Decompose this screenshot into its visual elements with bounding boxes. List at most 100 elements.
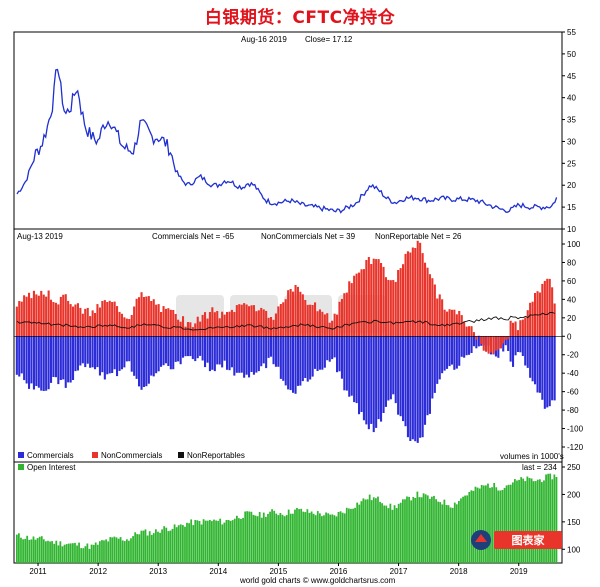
open-interest-bar (171, 528, 174, 563)
noncommercials-bar (289, 289, 292, 337)
noncommercials-bar (179, 321, 182, 337)
commercials-bar (94, 336, 97, 370)
open-interest-bar (503, 487, 506, 563)
commercials-bar (140, 336, 143, 390)
noncommercials-bar (499, 336, 502, 349)
open-interest-bar (443, 499, 446, 563)
open-interest-bar (65, 544, 68, 563)
commercials-bar (546, 336, 549, 408)
open-interest-bar (526, 476, 529, 563)
commercials-bar (204, 336, 207, 368)
open-interest-bar (354, 507, 356, 563)
noncommercials-bar (470, 326, 473, 337)
noncommercials-bar (103, 300, 106, 337)
open-interest-bar (67, 543, 70, 563)
noncommercials-bar (238, 304, 241, 337)
open-interest-bar (304, 512, 307, 563)
open-interest-bar (105, 539, 107, 563)
commercials-bar (45, 336, 48, 391)
open-interest-bar (30, 539, 33, 563)
legend-commercials: Commercials (27, 451, 74, 460)
open-interest-bar (173, 524, 176, 563)
open-interest-bar (472, 490, 475, 563)
noncommercials-bar (362, 269, 365, 337)
open-interest-bar (414, 498, 417, 563)
commercials-bar (23, 336, 26, 381)
noncommercials-bar (270, 317, 273, 337)
open-interest-bar (38, 536, 41, 563)
commercials-bar (42, 336, 45, 391)
open-interest-bar (128, 540, 130, 563)
cot-header-date: Aug-13 2019 (17, 232, 63, 241)
commercials-bar (309, 336, 312, 380)
commercials-bar (504, 336, 507, 346)
open-interest-bar (468, 492, 471, 563)
open-interest-bar (516, 480, 518, 563)
commercials-bar (301, 336, 304, 382)
noncommercials-bar (490, 336, 493, 353)
noncommercials-bar (314, 302, 317, 337)
open-interest-bar (182, 525, 184, 563)
commercials-bar (443, 336, 446, 371)
commercials-bar (402, 336, 405, 422)
noncommercials-bar (128, 319, 131, 337)
noncommercials-bar (228, 311, 231, 337)
noncommercials-bar (350, 283, 353, 337)
noncommercials-bar (216, 311, 219, 337)
price-header-date: Aug-16 2019 (241, 35, 287, 44)
commercials-bar (355, 336, 358, 404)
open-interest-bar (493, 483, 496, 563)
open-interest-bar (333, 515, 336, 563)
open-interest-bar (101, 540, 103, 563)
price-ytick-label: 35 (567, 116, 576, 125)
open-interest-bar (348, 508, 350, 563)
noncommercials-bar (475, 336, 478, 340)
noncommercials-bar (316, 311, 319, 337)
open-interest-bar (252, 514, 255, 563)
open-interest-bar (462, 496, 464, 563)
open-interest-bar (246, 511, 249, 563)
commercials-bar (321, 336, 324, 370)
noncommercials-bar (221, 311, 224, 337)
cot-header-noncommercials: NonCommercials Net = 39 (261, 232, 356, 241)
noncommercials-bar (96, 304, 99, 337)
commercials-bar (394, 336, 397, 404)
open-interest-bar (163, 526, 166, 563)
open-interest-bar (130, 538, 132, 563)
commercials-bar (101, 336, 104, 373)
open-interest-bar (240, 518, 242, 563)
noncommercials-bar (411, 247, 414, 337)
commercials-bar (260, 336, 263, 367)
noncommercials-bar (507, 336, 510, 340)
commercials-bar (516, 336, 519, 352)
noncommercials-bar (174, 314, 177, 337)
oi-ytick-label: 250 (567, 463, 581, 472)
open-interest-bar (300, 508, 303, 563)
noncommercials-bar (86, 307, 89, 337)
commercials-bar (15, 336, 18, 375)
open-interest-bar (209, 520, 211, 563)
open-interest-bar (433, 495, 435, 563)
open-interest-bar (177, 525, 180, 563)
noncommercials-bar (152, 299, 155, 337)
open-interest-bar (69, 543, 72, 563)
commercials-bar (392, 336, 395, 395)
commercials-bar (40, 336, 43, 391)
commercials-bar (438, 336, 441, 380)
open-interest-bar (24, 538, 27, 563)
open-interest-bar (20, 537, 22, 563)
open-interest-bar (34, 539, 37, 563)
commercials-bar (182, 336, 185, 358)
noncommercials-bar (292, 291, 295, 337)
open-interest-bar (292, 513, 294, 563)
open-interest-bar (42, 539, 45, 563)
commercials-bar (265, 336, 268, 369)
noncommercials-bar (260, 307, 263, 337)
open-interest-bar (368, 494, 371, 563)
open-interest-bar (138, 534, 141, 563)
cot-ytick-label: -100 (567, 425, 584, 434)
open-interest-bar (283, 516, 286, 563)
commercials-bar (67, 336, 70, 383)
commercials-bar (62, 336, 65, 380)
xtick-label: 2013 (149, 567, 167, 576)
